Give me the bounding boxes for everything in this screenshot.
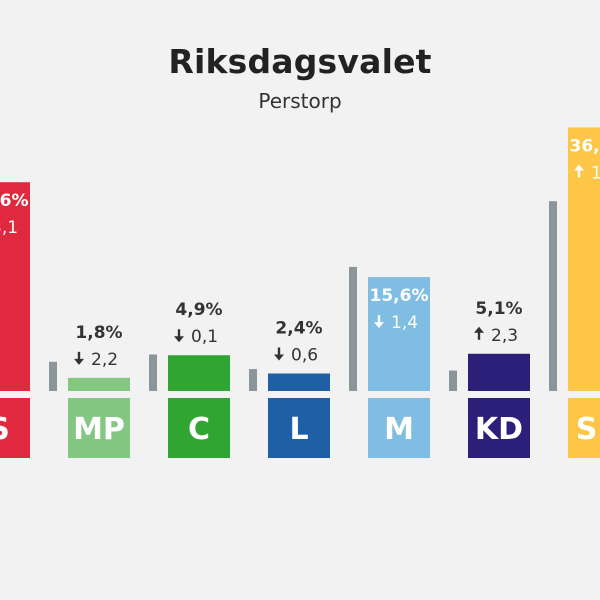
change-arrow-kd-icon [474,326,484,340]
party-box-s [0,398,30,458]
previous-bar-m [349,266,357,391]
chart-subtitle: Perstorp [258,89,342,113]
party-box-c [168,398,230,458]
change-label-mp: 2,2 [91,350,118,370]
party-label-mp: MP [73,412,125,447]
change-arrow-c-icon [174,329,184,343]
change-label-s: 3,1 [0,218,18,238]
bar-m [368,277,430,391]
party-label-s: S [0,412,10,447]
previous-bar-sd [549,201,557,391]
value-label-kd: 5,1% [475,299,522,319]
bar-sd [568,127,600,391]
party-box-l [268,398,330,458]
value-label-sd: 36,1% [570,136,600,156]
value-label-mp: 1,8% [75,323,122,343]
bar-mp [68,377,130,391]
previous-bar-c [149,354,157,391]
change-label-l: 0,6 [291,345,318,365]
change-arrow-l-icon [274,347,284,361]
party-box-kd [468,398,530,458]
party-box-sd [568,398,600,458]
bar-c [168,355,230,391]
change-label-m: 1,4 [391,313,418,333]
party-label-kd: KD [475,412,523,447]
chart-title: Riksdagsvalet [168,42,432,81]
change-label-sd: 10,1 [591,163,600,183]
previous-bar-kd [449,370,457,391]
bar-s [0,182,30,391]
previous-bar-l [249,369,257,391]
change-label-c: 0,1 [191,327,218,347]
change-arrow-m-icon [374,315,384,329]
value-label-s: 28,6% [0,191,28,211]
change-arrow-mp-icon [74,351,84,365]
change-arrow-sd-icon [574,164,584,178]
value-label-l: 2,4% [275,318,322,338]
bar-l [268,373,330,391]
party-label-c: C [188,412,210,447]
change-label-kd: 2,3 [491,326,518,346]
party-label-l: L [289,412,308,447]
party-label-m: M [384,412,414,447]
bar-kd [468,353,530,391]
party-label-sd: SD [576,412,600,447]
value-label-c: 4,9% [175,300,222,320]
party-box-mp [68,398,130,458]
previous-bar-mp [49,361,57,391]
party-box-m [368,398,430,458]
value-label-m: 15,6% [370,286,429,306]
